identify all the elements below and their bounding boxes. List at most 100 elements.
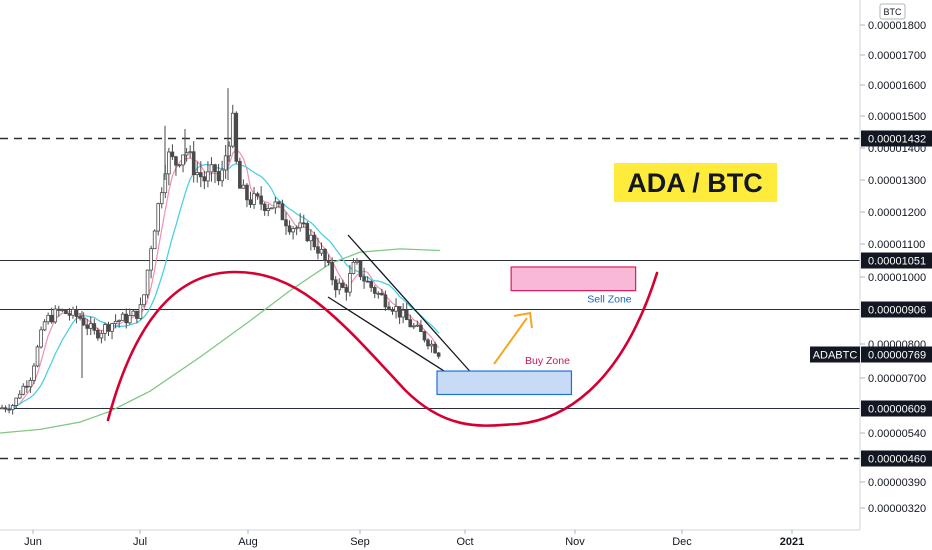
candle-body xyxy=(298,222,302,229)
candle-body xyxy=(131,310,136,316)
price-tick-label: 0.00001200 xyxy=(868,207,926,219)
candle-body xyxy=(142,294,146,306)
candle-body xyxy=(305,223,310,242)
level-badge xyxy=(861,450,932,467)
candle-body xyxy=(120,313,125,321)
candle-body xyxy=(213,164,217,172)
last-price-text: 0.00000769 xyxy=(868,350,926,362)
candle-body xyxy=(7,408,11,411)
cycle-curve xyxy=(106,270,659,427)
price-tick-label: 0.00001000 xyxy=(868,272,926,284)
candle-body xyxy=(358,260,363,278)
candle-body xyxy=(220,169,224,182)
candle-body xyxy=(156,203,161,232)
candle-body xyxy=(312,234,317,248)
candle-body xyxy=(53,308,58,323)
buy-zone-box xyxy=(436,370,573,396)
price-tick-label: 0.00000540 xyxy=(868,428,926,440)
level-badge-text: 0.00000906 xyxy=(868,305,926,317)
candle-body xyxy=(184,152,189,156)
candle-body xyxy=(49,314,54,323)
breakout-arrow-head xyxy=(513,311,533,329)
candle-body xyxy=(159,192,164,205)
candle-body xyxy=(60,309,65,312)
candle-body xyxy=(138,304,143,319)
candle-body xyxy=(181,154,185,166)
candle-body xyxy=(422,331,427,341)
price-axis: 0.00001800 0.00001700 0.00001600 0.00001500… xyxy=(0,0,932,531)
candlesticks xyxy=(0,88,441,415)
candle-body xyxy=(408,319,413,328)
level-badge xyxy=(861,130,932,147)
candle-body xyxy=(337,282,342,291)
candle-body xyxy=(170,151,175,158)
level-badge-text: 0.00001432 xyxy=(868,134,926,146)
title-text: ADA / BTC xyxy=(627,168,763,198)
currency-badge: BTC xyxy=(879,3,906,20)
candle-body xyxy=(362,276,366,282)
drawings: Sell Zone Buy Zone xyxy=(106,234,659,427)
candle-body xyxy=(344,287,349,293)
candle-body xyxy=(269,207,274,210)
time-tick-label: Oct xyxy=(456,536,473,548)
time-axis: Jun Jul Aug Sep Oct Nov Dec 2021 xyxy=(24,530,804,548)
candle-body xyxy=(216,171,221,182)
candle-body xyxy=(241,184,246,189)
candle-body xyxy=(309,234,313,242)
candle-body xyxy=(301,222,306,225)
candle-body xyxy=(248,199,253,205)
candle-body xyxy=(195,172,200,176)
symbol-badge xyxy=(810,346,860,363)
time-tick-label: Jul xyxy=(133,536,147,548)
level-badge xyxy=(861,400,932,417)
candle-body xyxy=(387,306,391,311)
candle-body xyxy=(255,193,260,197)
title-background xyxy=(614,163,777,202)
time-tick-label: Dec xyxy=(672,536,692,548)
wedge-upper-line xyxy=(347,234,476,378)
level-badge xyxy=(861,301,932,318)
currency-badge-text: BTC xyxy=(884,7,903,17)
candle-body xyxy=(167,151,171,175)
sell-zone-box xyxy=(510,266,637,292)
sell-zone-label: Sell Zone xyxy=(587,294,632,306)
candle-body xyxy=(35,346,40,367)
candle-body xyxy=(25,385,29,388)
time-tick-label: 2021 xyxy=(780,536,804,548)
candle-body xyxy=(191,151,196,176)
candle-body xyxy=(262,203,267,211)
candle-body xyxy=(64,309,68,314)
price-tick-label: 0.00001500 xyxy=(868,111,926,123)
candle-body xyxy=(294,227,299,230)
breakout-arrow xyxy=(493,317,528,365)
candle-body xyxy=(103,324,107,334)
candle-body xyxy=(67,313,72,316)
candle-body xyxy=(238,160,242,189)
candle-body xyxy=(429,343,434,347)
candle-body xyxy=(21,385,26,395)
price-tick-label: 0.00000390 xyxy=(868,477,926,489)
candle-body xyxy=(124,313,129,324)
candle-body xyxy=(206,171,210,182)
time-tick-label: Sep xyxy=(350,536,370,548)
ma-slow-line xyxy=(0,248,441,434)
candle-body xyxy=(209,164,214,173)
last-price-badge xyxy=(861,346,932,363)
price-tick-label: 0.00001800 xyxy=(868,20,926,32)
candle-body xyxy=(46,314,50,323)
candle-body xyxy=(351,261,356,274)
chart-title: ADA / BTC xyxy=(614,163,777,202)
candle-body xyxy=(42,321,47,331)
candle-body xyxy=(355,260,359,263)
candle-body xyxy=(323,248,327,261)
candle-body xyxy=(0,407,4,410)
candle-body xyxy=(88,323,93,329)
candle-body xyxy=(234,112,239,162)
candle-body xyxy=(117,319,121,322)
candle-body xyxy=(340,282,345,288)
price-tick-label: 0.00001700 xyxy=(868,50,926,62)
wedge-lower-line xyxy=(327,296,467,386)
candle-body xyxy=(287,225,292,233)
